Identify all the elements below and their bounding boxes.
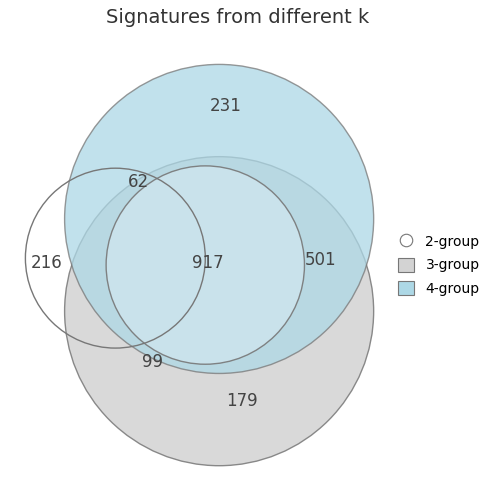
Circle shape (106, 166, 304, 364)
Text: 62: 62 (128, 173, 149, 191)
Text: 179: 179 (226, 392, 258, 410)
Text: 917: 917 (192, 254, 223, 272)
Title: Signatures from different k: Signatures from different k (106, 8, 369, 27)
Legend: 2-group, 3-group, 4-group: 2-group, 3-group, 4-group (392, 229, 485, 301)
Text: 231: 231 (210, 97, 242, 115)
Text: 216: 216 (30, 254, 62, 272)
Circle shape (65, 65, 373, 373)
Text: 501: 501 (305, 251, 336, 270)
Text: 99: 99 (142, 353, 163, 371)
Circle shape (65, 157, 373, 466)
